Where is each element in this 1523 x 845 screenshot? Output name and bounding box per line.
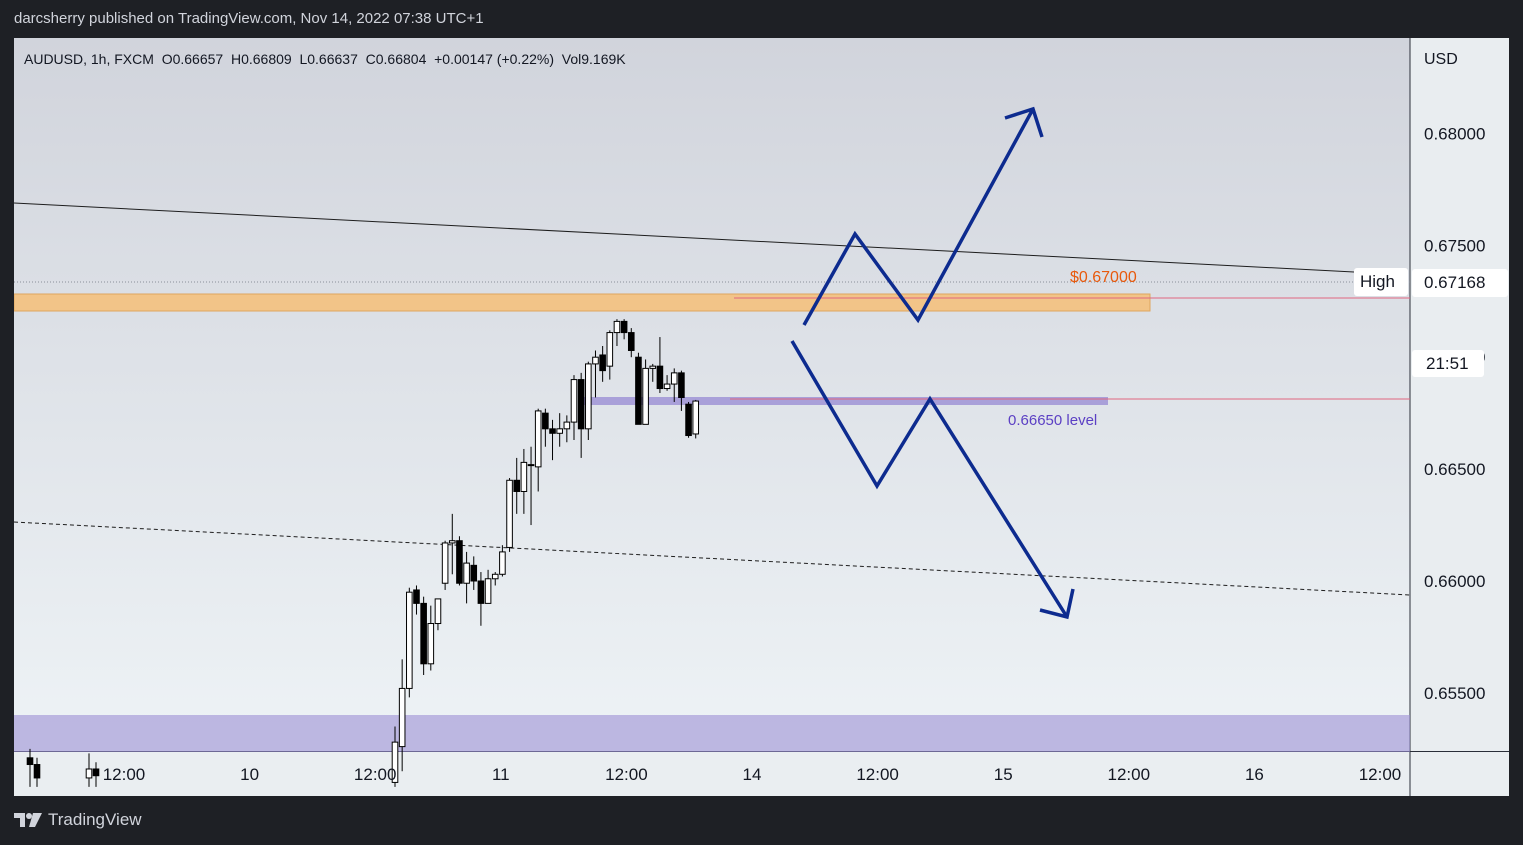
candle-body[interactable]: [642, 367, 649, 425]
candle-body[interactable]: [420, 602, 427, 665]
candle-body[interactable]: [592, 356, 599, 365]
candle-body[interactable]: [649, 365, 657, 369]
candle-body[interactable]: [570, 379, 578, 423]
time-tick-label: 16: [1245, 765, 1264, 784]
price-tick-label: 0.66500: [1424, 460, 1485, 479]
bullish-scenario-path[interactable]: [802, 108, 1035, 326]
high-badge: [1354, 268, 1408, 296]
candle-body[interactable]: [613, 320, 621, 334]
candle-body[interactable]: [434, 598, 442, 625]
candle-body[interactable]: [456, 540, 463, 584]
price-tick-label: 0.66000: [1424, 572, 1485, 591]
candle-body[interactable]: [391, 741, 399, 783]
brand-name: TradingView: [48, 810, 142, 829]
candle-body[interactable]: [513, 479, 521, 492]
time-tick-label: 12:00: [103, 765, 146, 784]
bearish-scenario-path[interactable]: [790, 340, 1069, 618]
candle-body[interactable]: [85, 768, 93, 779]
candle-body[interactable]: [620, 320, 628, 334]
candle-body[interactable]: [692, 400, 700, 435]
time-tick-label: 12:00: [856, 765, 899, 784]
time-axis[interactable]: 12:00 10 12:00 11 12:00 14 12:00 15 12:00 16 12:00: [103, 765, 1402, 784]
time-tick-label: 14: [743, 765, 762, 784]
candle-body[interactable]: [585, 363, 592, 430]
candle-body[interactable]: [506, 479, 513, 548]
countdown-badge: [1412, 350, 1484, 377]
lower-trendline[interactable]: [14, 521, 1411, 596]
candle-body[interactable]: [427, 623, 435, 665]
high-price-badge: [1412, 269, 1508, 297]
upper-trendline[interactable]: [14, 202, 1355, 273]
support-label: 0.66650 level: [1008, 412, 1097, 429]
support-zone[interactable]: [584, 397, 1108, 405]
resistance-label: $0.67000: [1070, 269, 1137, 286]
price-tick-label: 0.68000: [1424, 124, 1485, 143]
candle-body[interactable]: [92, 768, 100, 777]
candle-body[interactable]: [491, 573, 499, 580]
candle-body[interactable]: [477, 580, 485, 604]
candle-body[interactable]: [670, 372, 678, 385]
candle-body[interactable]: [663, 383, 671, 390]
high-label: High: [1360, 272, 1395, 291]
candle-body[interactable]: [527, 464, 535, 467]
candle-body[interactable]: [413, 589, 420, 604]
candle-body[interactable]: [556, 428, 563, 434]
bullish-arrowhead-icon: [1004, 106, 1044, 138]
candle-body[interactable]: [549, 428, 556, 434]
high-price-value: 0.67168: [1424, 273, 1485, 292]
candle-body[interactable]: [542, 412, 549, 430]
candle-body[interactable]: [441, 542, 449, 584]
time-tick-label: 12:00: [1359, 765, 1402, 784]
tradingview-logo-icon: [14, 813, 42, 827]
symbol-legend[interactable]: AUDUSD, 1h, FXCM O0.66657 H0.66809 L0.66…: [24, 51, 626, 67]
candle-body[interactable]: [470, 564, 478, 582]
time-tick-label: 10: [240, 765, 259, 784]
candle-body[interactable]: [398, 687, 406, 748]
price-tick-label: 0.67500: [1424, 236, 1485, 255]
candle-body[interactable]: [606, 332, 614, 367]
time-tick-label: 12:00: [605, 765, 648, 784]
candles-group: [26, 319, 700, 787]
demand-zone[interactable]: [14, 715, 1410, 752]
candle-body[interactable]: [599, 354, 606, 372]
candle-body[interactable]: [463, 562, 470, 584]
candle-body[interactable]: [534, 410, 542, 468]
candle-body[interactable]: [678, 372, 685, 398]
candle-body[interactable]: [520, 461, 528, 492]
time-scale-background: [14, 752, 1509, 796]
candle-body[interactable]: [448, 540, 456, 544]
candle-body[interactable]: [499, 551, 506, 575]
candle-body[interactable]: [26, 757, 34, 766]
chart-frame: $0.67000 0.66650 level AUDUSD, 1h, FXCM …: [14, 38, 1509, 796]
candlestick-chart[interactable]: $0.67000 0.66650 level AUDUSD, 1h, FXCM …: [14, 38, 1509, 796]
time-tick-label: 12:00: [1108, 765, 1151, 784]
time-tick-label: 15: [994, 765, 1013, 784]
currency-label: USD: [1424, 51, 1458, 68]
resistance-zone[interactable]: [14, 293, 1151, 312]
bar-countdown: 21:51: [1426, 354, 1469, 373]
publisher-line: darcsherry published on TradingView.com,…: [14, 10, 484, 27]
time-tick-label: 12:00: [354, 765, 397, 784]
price-tick-label: 0.65500: [1424, 684, 1485, 703]
candle-body[interactable]: [656, 365, 664, 390]
footer-brand[interactable]: TradingView: [14, 810, 142, 830]
price-scale-background: [1410, 38, 1509, 752]
candle-body[interactable]: [577, 379, 585, 430]
bearish-arrowhead-icon: [1039, 588, 1075, 620]
time-tick-label: 11: [492, 765, 510, 784]
candle-body[interactable]: [406, 591, 413, 689]
candle-body[interactable]: [685, 403, 692, 437]
candle-body[interactable]: [563, 421, 571, 430]
candle-body[interactable]: [627, 332, 635, 351]
plot-background: [14, 38, 1410, 752]
candle-body[interactable]: [635, 356, 642, 425]
candle-body[interactable]: [33, 764, 41, 779]
candle-body[interactable]: [484, 578, 492, 604]
